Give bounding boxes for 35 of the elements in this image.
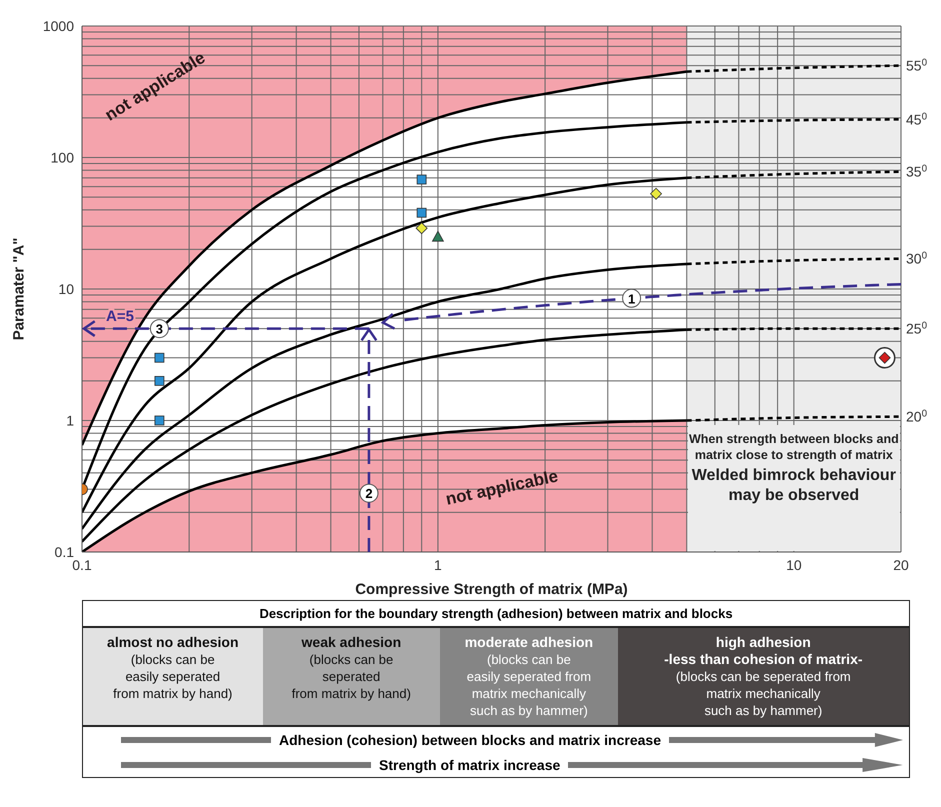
x-tick-label: 10 — [786, 556, 802, 573]
text: (blocks can be seperated from matrix mechanically such as by hammer) — [674, 668, 852, 719]
series-label: 35$^{0}$ — [906, 163, 928, 180]
annotation: not applicable — [444, 466, 560, 509]
text: Adhesion (cohesion) between blocks and matrix increase — [278, 732, 662, 748]
x-tick-label: 0.1 — [72, 556, 92, 573]
annotation: Welded bimrock behaviour may be observed — [690, 466, 897, 506]
text: (blocks can be seperated from matrix by hand) — [290, 651, 412, 702]
text: moderate adhesion — [464, 634, 594, 651]
y-tick-label: 1 — [66, 412, 74, 428]
series-label: 55$^{0}$ — [906, 57, 928, 74]
series-label: 45$^{0}$ — [906, 110, 928, 128]
x-axis-title: Compressive Strength of matrix (MPa) — [355, 581, 628, 598]
x-tick-label: 20 — [893, 556, 909, 573]
annotation: When strength between blocks and matrix close to strength of matrix — [688, 430, 900, 462]
annotation: 2 — [365, 486, 373, 502]
series-label: 25$^{0}$ — [906, 320, 928, 337]
series-label: 20$^{0}$ — [906, 408, 928, 425]
text: high adhesion -less than cohesion of matrix- — [663, 634, 864, 668]
annotation: 1 — [628, 291, 636, 306]
y-axis-title: Paramater "A" — [10, 238, 28, 340]
y-tick-label: 10 — [58, 280, 74, 297]
text: (blocks can be easily seperated from matrix mechanically such as by hammer) — [466, 651, 592, 719]
text: Description for the boundary strength (adhesion) between matrix and blocks — [83, 601, 909, 628]
text: (blocks can be easily seperated from matrix by hand) — [112, 651, 234, 702]
text: Strength of matrix increase — [378, 756, 562, 772]
text-box: When strength between blocks and matrix close to strength of matrix Welded bimrock behaviour may be observed — [688, 424, 900, 551]
series-label: 30$^{0}$ — [906, 250, 928, 267]
text: weak adhesion — [300, 634, 402, 651]
annotation: 3 — [156, 322, 164, 337]
y-tick-label: 0.1 — [54, 544, 74, 560]
y-tick-label: 1000 — [42, 18, 74, 34]
text: almost no adhesion — [106, 634, 240, 651]
y-tick-label: 100 — [50, 149, 74, 166]
x-tick-label: 1 — [434, 556, 442, 573]
